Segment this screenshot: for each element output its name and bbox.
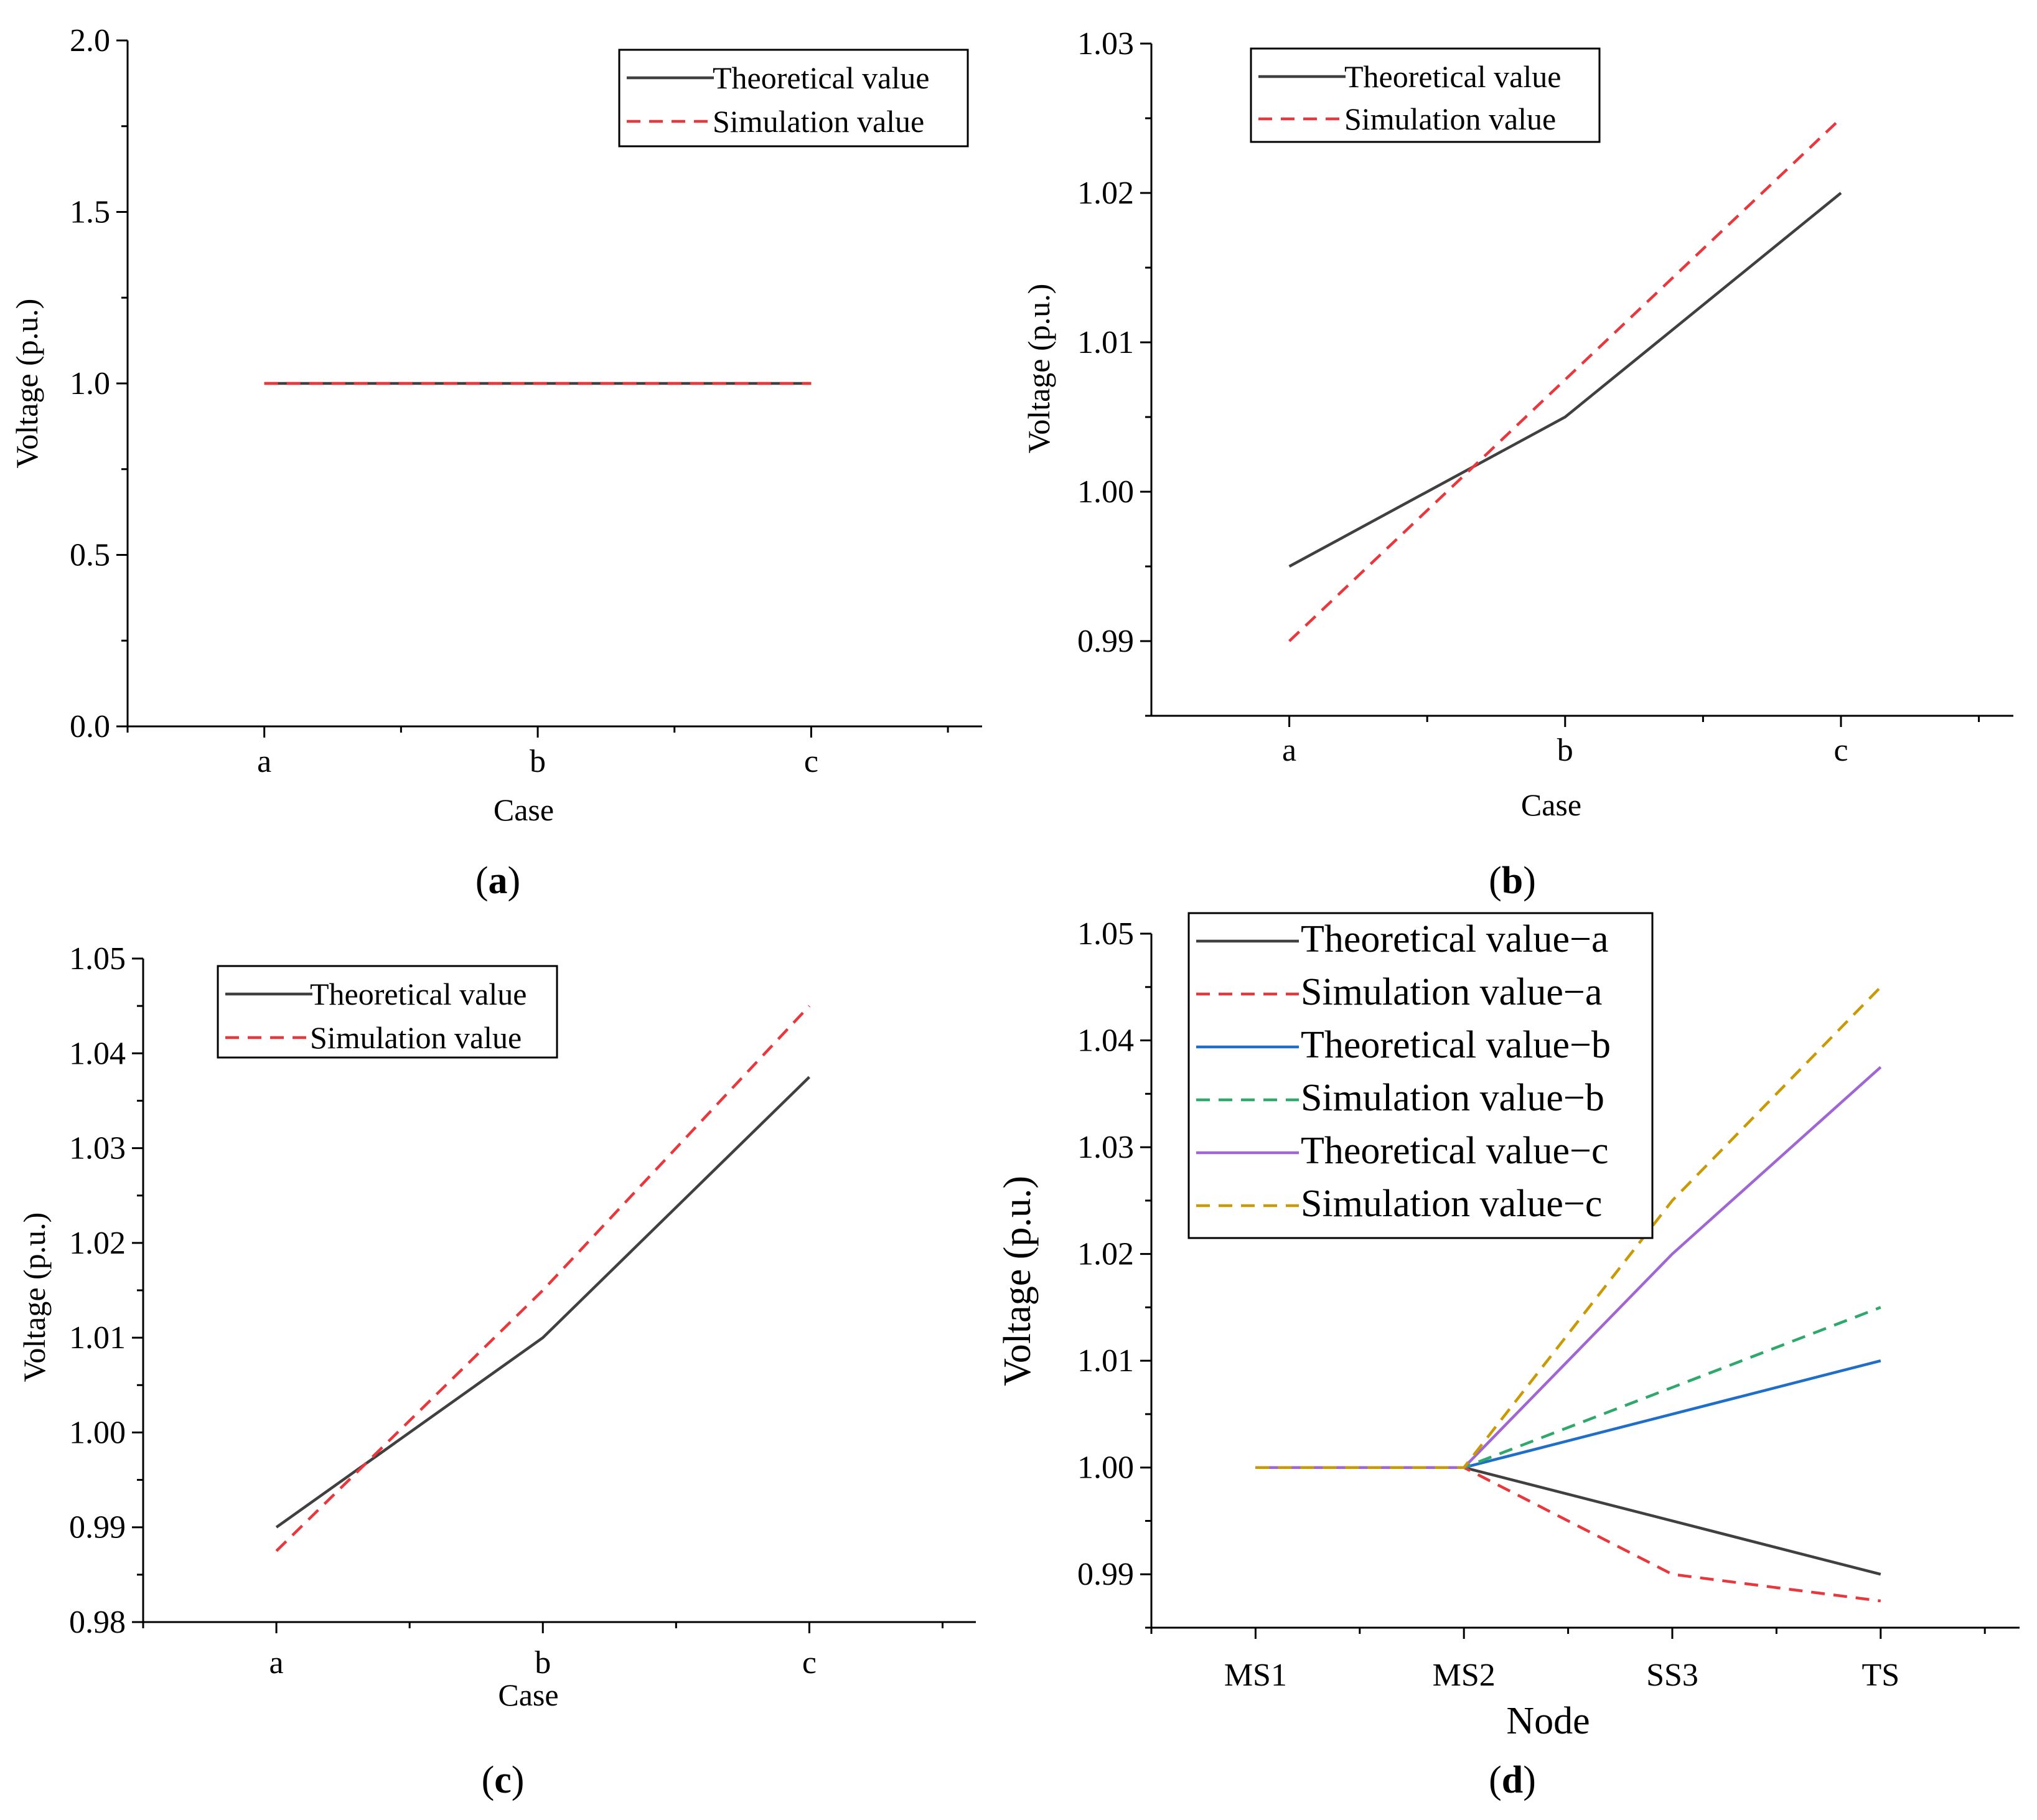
y-tick-label: 1.05 <box>1077 916 1134 952</box>
legend: Theoretical value−a Simulation value−a The… <box>1187 912 1654 1239</box>
series-line-4 <box>1255 1066 1882 1469</box>
y-tick-label: 1.04 <box>69 1036 126 1071</box>
x-axis-title: Case <box>498 1677 558 1712</box>
x-tick-label-a: a <box>1282 733 1296 768</box>
series-line-1 <box>1288 117 1842 642</box>
x-axis-title: Case <box>494 792 554 827</box>
x-tick-label-ms2: MS2 <box>1433 1658 1496 1693</box>
panel-paren-close: ) <box>1523 860 1536 902</box>
x-tick-label-c: c <box>1833 733 1848 768</box>
y-axis-title: Voltage (p.u.) <box>1021 284 1056 454</box>
series-line-2 <box>1255 1359 1881 1469</box>
legend-label: Simulation value <box>713 104 924 139</box>
legend-label: Simulation value−b <box>1301 1077 1604 1119</box>
legend-box <box>618 49 969 148</box>
y-tick-label: 1.00 <box>1077 474 1134 510</box>
panel-paren-close: ) <box>1523 1759 1536 1801</box>
x-tick-label-b: b <box>530 744 546 779</box>
y-tick-label: 1.0 <box>70 366 110 401</box>
legend-box <box>1187 912 1654 1239</box>
panel-letter: b <box>1502 860 1523 902</box>
x-tick-label-ms1: MS1 <box>1224 1658 1287 1693</box>
panel-label: (c) <box>482 1759 525 1801</box>
y-tick-label: 0.99 <box>1077 624 1134 659</box>
panel-label: (b) <box>1489 860 1536 902</box>
chart-panel-b: 0.99 1.00 1.01 1.02 1.03 a b c Case Voltage (p.u.… <box>1021 26 2013 902</box>
series-line-0 <box>275 1076 810 1529</box>
series-line-1 <box>275 1005 811 1552</box>
panel-letter: d <box>1502 1759 1523 1801</box>
legend-label: Theoretical value <box>310 977 527 1011</box>
legend-label: Theoretical value−a <box>1301 918 1609 960</box>
chart-panel-d: 0.99 1.00 1.01 1.02 1.03 1.04 1.05 MS1 MS2 SS3 TS N… <box>996 912 2020 1801</box>
x-tick-label-ts: TS <box>1861 1658 1899 1693</box>
legend-label: Theoretical value <box>713 60 929 95</box>
y-axis-title: Voltage (p.u.) <box>17 1213 52 1382</box>
legend-label: Simulation value−c <box>1301 1183 1602 1225</box>
series-line-3 <box>1255 1306 1881 1469</box>
y-tick-label: 1.03 <box>1077 1130 1134 1165</box>
y-tick-label: 1.05 <box>69 941 126 977</box>
legend: Theoretical value Simulation value <box>618 49 969 148</box>
x-axis-title: Case <box>1521 787 1581 822</box>
chart-panel-a: 0.0 0.5 1.0 1.5 2.0 a b c Case Voltage (p.u.) Theo… <box>9 23 982 902</box>
x-tick-label-ss3: SS3 <box>1646 1658 1698 1693</box>
panel-paren-close: ) <box>512 1759 525 1801</box>
series-line-1 <box>1255 1466 1881 1603</box>
chart-panel-c: 0.98 0.99 1.00 1.01 1.02 1.03 1.04 1.05 a b c Case V… <box>17 941 976 1801</box>
y-tick-label: 1.03 <box>69 1131 126 1166</box>
x-tick-label-c: c <box>802 1645 817 1681</box>
panel-paren-open: ( <box>475 860 489 902</box>
legend: Theoretical value Simulation value <box>1250 47 1601 143</box>
legend: Theoretical value Simulation value <box>217 965 558 1059</box>
y-tick-label: 1.01 <box>1077 1343 1134 1379</box>
panel-paren-open: ( <box>1489 1759 1502 1801</box>
y-axis-title: Voltage (p.u.) <box>996 1176 1039 1386</box>
panel-label: (a) <box>475 860 520 902</box>
legend-label: Simulation value <box>310 1020 522 1055</box>
y-axis-title: Voltage (p.u.) <box>9 299 44 469</box>
y-tick-label: 1.01 <box>1077 325 1134 360</box>
y-tick-label: 1.00 <box>1077 1450 1134 1486</box>
panel-paren-open: ( <box>1489 860 1502 902</box>
y-tick-label: 1.00 <box>69 1415 126 1450</box>
legend-box <box>1250 47 1601 143</box>
legend-label: Theoretical value−c <box>1301 1130 1609 1172</box>
x-tick-label-a: a <box>257 744 271 779</box>
y-tick-label: 0.99 <box>1077 1557 1134 1592</box>
y-tick-label: 0.5 <box>70 538 110 573</box>
x-tick-label-b: b <box>535 1645 551 1681</box>
legend-label: Simulation value <box>1344 101 1556 136</box>
legend-box <box>217 965 558 1059</box>
y-tick-label: 1.5 <box>70 195 110 230</box>
x-tick-label-c: c <box>804 744 818 779</box>
x-tick-label-a: a <box>269 1645 284 1681</box>
y-tick-label: 1.04 <box>1077 1023 1134 1059</box>
legend-label: Theoretical value−b <box>1301 1024 1611 1066</box>
y-tick-label: 1.03 <box>1077 26 1134 62</box>
panel-paren-open: ( <box>482 1759 495 1801</box>
y-tick-label: 0.98 <box>69 1605 126 1640</box>
y-tick-label: 1.02 <box>1077 176 1134 211</box>
y-tick-label: 1.02 <box>1077 1237 1134 1272</box>
panel-label: (d) <box>1489 1759 1536 1801</box>
legend-label: Theoretical value <box>1344 59 1561 94</box>
y-tick-label: 0.99 <box>69 1510 126 1546</box>
x-tick-label-b: b <box>1557 733 1573 768</box>
series-line-5 <box>1255 986 1882 1469</box>
y-tick-label: 0.0 <box>70 709 110 744</box>
y-tick-label: 2.0 <box>70 23 110 59</box>
legend-label: Simulation value−a <box>1301 971 1602 1013</box>
panel-paren-close: ) <box>508 860 521 902</box>
y-tick-label: 1.02 <box>69 1226 126 1261</box>
x-axis-title: Node <box>1506 1700 1590 1742</box>
panel-letter: c <box>494 1759 512 1801</box>
panel-letter: a <box>489 860 508 902</box>
y-tick-label: 1.01 <box>69 1320 126 1356</box>
